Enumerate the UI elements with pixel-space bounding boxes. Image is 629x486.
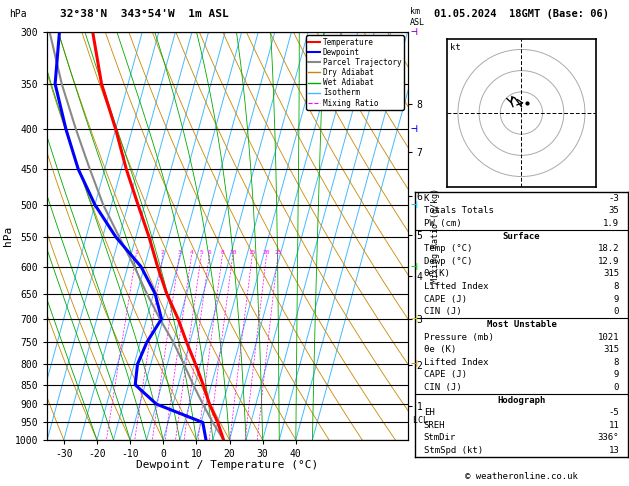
Text: CAPE (J): CAPE (J) <box>424 370 467 380</box>
Text: SREH: SREH <box>424 421 445 430</box>
Text: ⊣: ⊣ <box>411 261 418 272</box>
Text: ⊣: ⊣ <box>411 200 418 210</box>
Text: 32°38'N  343°54'W  1m ASL: 32°38'N 343°54'W 1m ASL <box>60 9 228 19</box>
Text: 1: 1 <box>134 250 138 255</box>
Text: 3: 3 <box>177 250 181 255</box>
Text: CIN (J): CIN (J) <box>424 383 461 392</box>
Text: 0: 0 <box>614 307 619 316</box>
Text: StmDir: StmDir <box>424 434 456 442</box>
Text: © weatheronline.co.uk: © weatheronline.co.uk <box>465 472 578 481</box>
Text: K: K <box>424 194 429 203</box>
Text: km
ASL: km ASL <box>410 7 425 27</box>
Text: 10: 10 <box>229 250 237 255</box>
Text: θe(K): θe(K) <box>424 269 450 278</box>
Text: 15: 15 <box>248 250 256 255</box>
Text: kt: kt <box>450 43 461 52</box>
Text: 315: 315 <box>603 269 619 278</box>
Text: 9: 9 <box>614 370 619 380</box>
Text: Lifted Index: Lifted Index <box>424 282 488 291</box>
Text: 01.05.2024  18GMT (Base: 06): 01.05.2024 18GMT (Base: 06) <box>434 9 609 19</box>
Text: ⊣: ⊣ <box>411 314 418 324</box>
Text: 18.2: 18.2 <box>598 244 619 253</box>
Text: 336°: 336° <box>598 434 619 442</box>
Text: ⊣: ⊣ <box>411 124 418 134</box>
Text: Lifted Index: Lifted Index <box>424 358 488 367</box>
Text: Mixing Ratio (g/kg): Mixing Ratio (g/kg) <box>431 188 440 283</box>
Text: hPa: hPa <box>9 9 27 19</box>
Text: 4: 4 <box>190 250 194 255</box>
Text: 0: 0 <box>614 383 619 392</box>
Text: 2: 2 <box>161 250 165 255</box>
Text: ⊣: ⊣ <box>411 27 418 36</box>
Text: 20: 20 <box>263 250 270 255</box>
Text: 9: 9 <box>614 295 619 304</box>
Text: Hodograph: Hodograph <box>498 396 545 404</box>
Text: 25: 25 <box>274 250 282 255</box>
Text: Surface: Surface <box>503 232 540 241</box>
Text: 1.9: 1.9 <box>603 219 619 228</box>
Text: 5: 5 <box>199 250 203 255</box>
Text: Dewp (°C): Dewp (°C) <box>424 257 472 266</box>
Y-axis label: hPa: hPa <box>3 226 13 246</box>
Text: 11: 11 <box>608 421 619 430</box>
Text: LCL: LCL <box>408 416 428 425</box>
Text: -3: -3 <box>608 194 619 203</box>
Text: Pressure (mb): Pressure (mb) <box>424 332 494 342</box>
Text: CAPE (J): CAPE (J) <box>424 295 467 304</box>
Text: EH: EH <box>424 408 435 417</box>
Text: ⊣: ⊣ <box>411 359 418 369</box>
Text: PW (cm): PW (cm) <box>424 219 461 228</box>
Text: CIN (J): CIN (J) <box>424 307 461 316</box>
X-axis label: Dewpoint / Temperature (°C): Dewpoint / Temperature (°C) <box>136 460 318 470</box>
Legend: Temperature, Dewpoint, Parcel Trajectory, Dry Adiabat, Wet Adiabat, Isotherm, Mi: Temperature, Dewpoint, Parcel Trajectory… <box>306 35 404 110</box>
Text: 8: 8 <box>221 250 225 255</box>
Text: 315: 315 <box>603 345 619 354</box>
Text: StmSpd (kt): StmSpd (kt) <box>424 446 483 455</box>
Text: 1021: 1021 <box>598 332 619 342</box>
Text: -5: -5 <box>608 408 619 417</box>
Text: 12.9: 12.9 <box>598 257 619 266</box>
Text: 13: 13 <box>608 446 619 455</box>
Text: Temp (°C): Temp (°C) <box>424 244 472 253</box>
Text: 6: 6 <box>208 250 211 255</box>
Text: 8: 8 <box>614 358 619 367</box>
Text: 8: 8 <box>614 282 619 291</box>
Text: θe (K): θe (K) <box>424 345 456 354</box>
Text: Totals Totals: Totals Totals <box>424 207 494 215</box>
Text: 35: 35 <box>608 207 619 215</box>
Text: Most Unstable: Most Unstable <box>486 320 557 329</box>
